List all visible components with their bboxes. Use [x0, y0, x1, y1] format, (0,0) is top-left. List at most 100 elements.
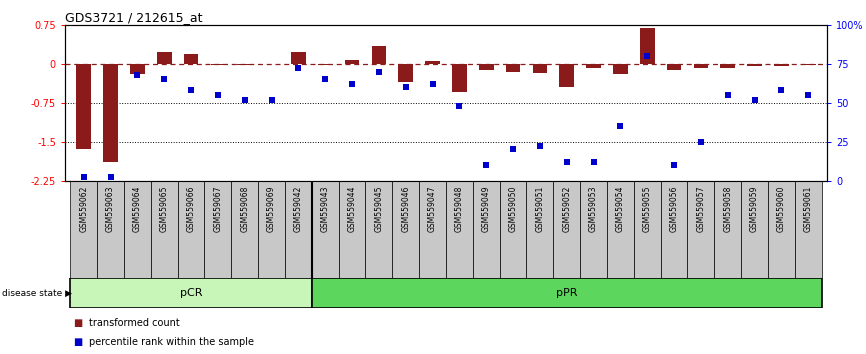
Bar: [372, 46, 386, 64]
Bar: [70, 181, 97, 278]
Bar: [312, 181, 339, 278]
Point: [426, 81, 440, 87]
Text: GDS3721 / 212615_at: GDS3721 / 212615_at: [65, 11, 203, 24]
Text: GSM559063: GSM559063: [106, 185, 115, 232]
Bar: [184, 55, 198, 64]
Text: GSM559056: GSM559056: [669, 185, 679, 232]
Text: GSM559059: GSM559059: [750, 185, 759, 232]
Bar: [210, 64, 225, 65]
Point: [265, 97, 279, 102]
Text: GSM559055: GSM559055: [643, 185, 652, 232]
Text: GSM559054: GSM559054: [616, 185, 625, 232]
Bar: [392, 181, 419, 278]
Bar: [76, 64, 91, 149]
Bar: [151, 181, 178, 278]
Point: [747, 97, 761, 102]
Text: GSM559049: GSM559049: [481, 185, 491, 232]
Bar: [398, 64, 413, 82]
Bar: [237, 64, 252, 65]
Bar: [774, 64, 789, 66]
Bar: [667, 64, 682, 70]
Bar: [231, 181, 258, 278]
Point: [506, 147, 520, 152]
Text: GSM559065: GSM559065: [159, 185, 169, 232]
Bar: [425, 61, 440, 64]
Bar: [473, 181, 500, 278]
Point: [559, 159, 573, 165]
Bar: [339, 181, 365, 278]
Bar: [661, 181, 688, 278]
Bar: [613, 64, 628, 74]
Bar: [586, 64, 601, 68]
Text: GSM559069: GSM559069: [267, 185, 276, 232]
Text: GSM559047: GSM559047: [428, 185, 437, 232]
Point: [104, 175, 118, 180]
Bar: [607, 181, 634, 278]
Text: GSM559058: GSM559058: [723, 185, 733, 232]
Bar: [741, 181, 768, 278]
Bar: [747, 64, 762, 66]
Text: disease state ▶: disease state ▶: [2, 289, 72, 297]
Text: ■: ■: [74, 318, 83, 328]
Bar: [694, 64, 708, 68]
Bar: [714, 181, 741, 278]
Text: GSM559061: GSM559061: [804, 185, 813, 232]
Bar: [285, 181, 312, 278]
Text: GSM559051: GSM559051: [535, 185, 545, 232]
Text: GSM559060: GSM559060: [777, 185, 786, 232]
Bar: [318, 64, 333, 65]
Bar: [258, 181, 285, 278]
Point: [292, 65, 306, 71]
Bar: [312, 278, 822, 308]
Bar: [70, 278, 312, 308]
Bar: [553, 181, 580, 278]
Bar: [124, 181, 151, 278]
Bar: [291, 52, 306, 64]
Point: [319, 76, 333, 82]
Point: [774, 87, 788, 93]
Bar: [419, 181, 446, 278]
Text: pCR: pCR: [180, 288, 203, 298]
Point: [452, 103, 466, 109]
Bar: [130, 64, 145, 74]
Point: [640, 53, 654, 59]
Point: [533, 143, 546, 149]
Bar: [688, 181, 714, 278]
Bar: [634, 181, 661, 278]
Bar: [721, 64, 735, 68]
Text: GSM559044: GSM559044: [347, 185, 357, 232]
Text: GSM559053: GSM559053: [589, 185, 598, 232]
Text: GSM559066: GSM559066: [186, 185, 196, 232]
Bar: [103, 64, 118, 162]
Bar: [204, 181, 231, 278]
Point: [694, 139, 708, 144]
Point: [372, 69, 386, 74]
Bar: [580, 181, 607, 278]
Text: pPR: pPR: [556, 288, 578, 298]
Text: GSM559043: GSM559043: [320, 185, 330, 232]
Point: [721, 92, 734, 98]
Bar: [533, 64, 547, 73]
Text: GSM559067: GSM559067: [213, 185, 223, 232]
Bar: [446, 181, 473, 278]
Text: transformed count: transformed count: [89, 318, 180, 328]
Point: [399, 84, 413, 90]
Text: GSM559057: GSM559057: [696, 185, 706, 232]
Point: [479, 162, 493, 168]
Point: [346, 81, 359, 87]
Text: GSM559045: GSM559045: [374, 185, 384, 232]
Bar: [801, 64, 816, 65]
Point: [184, 87, 198, 93]
Point: [158, 76, 171, 82]
Text: GSM559050: GSM559050: [508, 185, 518, 232]
Bar: [500, 181, 527, 278]
Bar: [527, 181, 553, 278]
Text: GSM559046: GSM559046: [401, 185, 410, 232]
Point: [613, 123, 627, 129]
Text: GSM559052: GSM559052: [562, 185, 572, 232]
Bar: [795, 181, 822, 278]
Text: ■: ■: [74, 337, 83, 348]
Point: [667, 162, 681, 168]
Bar: [479, 64, 494, 70]
Bar: [178, 181, 204, 278]
